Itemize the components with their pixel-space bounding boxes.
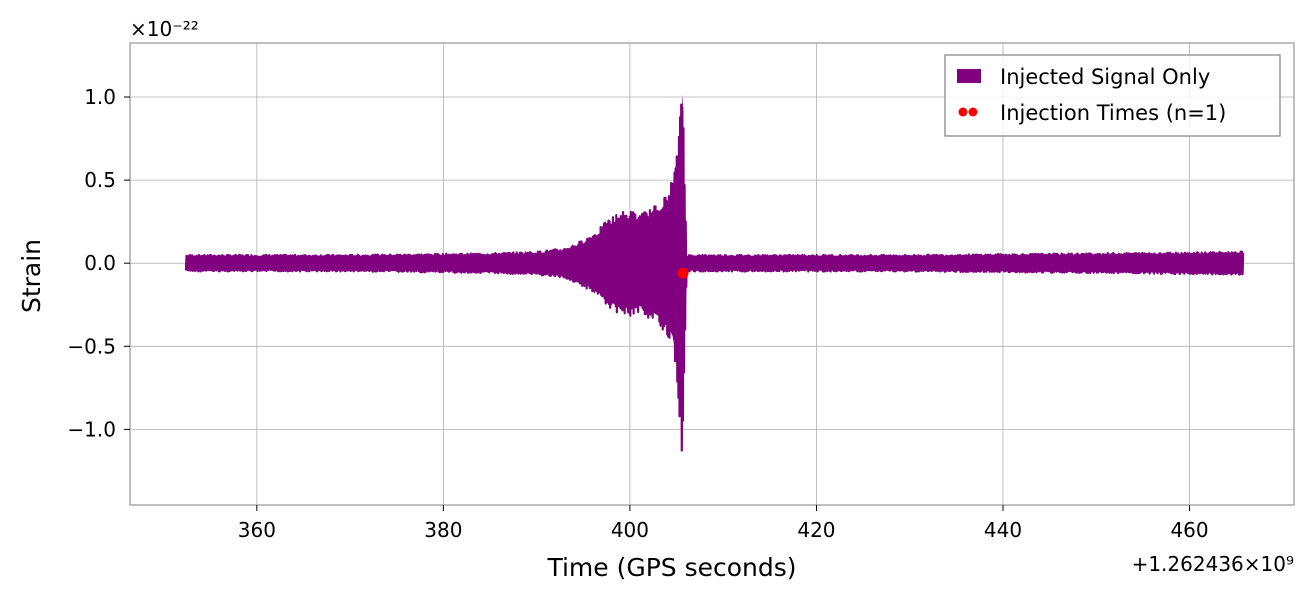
legend-box bbox=[944, 54, 1281, 137]
x-tick-label: 440 bbox=[984, 518, 1022, 542]
legend-marker-injection-times bbox=[968, 107, 978, 117]
legend-marker-injection-times bbox=[958, 107, 968, 117]
legend-label-injection-times: Injection Times (n=1) bbox=[1000, 101, 1226, 125]
plot-frame bbox=[129, 42, 1295, 506]
legend-label-injected-signal: Injected Signal Only bbox=[1000, 65, 1210, 89]
y-tick-label: −1.0 bbox=[67, 417, 116, 441]
y-tick-label: −0.5 bbox=[67, 334, 116, 358]
tick-labels: 360 380 400 420 440 460 1.0 0.5 0.0 −0.5 −1.0 bbox=[67, 85, 1208, 542]
x-tick-label: 360 bbox=[238, 518, 276, 542]
y-axis-label: Strain bbox=[17, 239, 46, 313]
x-tick-label: 380 bbox=[424, 518, 462, 542]
injection-time-point bbox=[677, 267, 689, 279]
x-offset-text: +1.262436×10⁹ bbox=[1132, 552, 1294, 576]
y-scale-text: ×10⁻²² bbox=[130, 17, 199, 41]
x-tick-label: 420 bbox=[797, 518, 835, 542]
y-tick-label: 0.0 bbox=[84, 251, 116, 275]
data-series bbox=[184, 93, 1245, 452]
y-tick-label: 0.5 bbox=[84, 168, 116, 192]
y-tick-label: 1.0 bbox=[84, 85, 116, 109]
legend: Injected Signal Only Injection Times (n=… bbox=[944, 54, 1281, 137]
x-tick-label: 460 bbox=[1170, 518, 1208, 542]
legend-swatch-injected-signal bbox=[957, 69, 981, 83]
x-tick-label: 400 bbox=[611, 518, 649, 542]
x-axis-label: Time (GPS seconds) bbox=[546, 553, 796, 582]
series-injected-signal-trace bbox=[184, 103, 1245, 452]
